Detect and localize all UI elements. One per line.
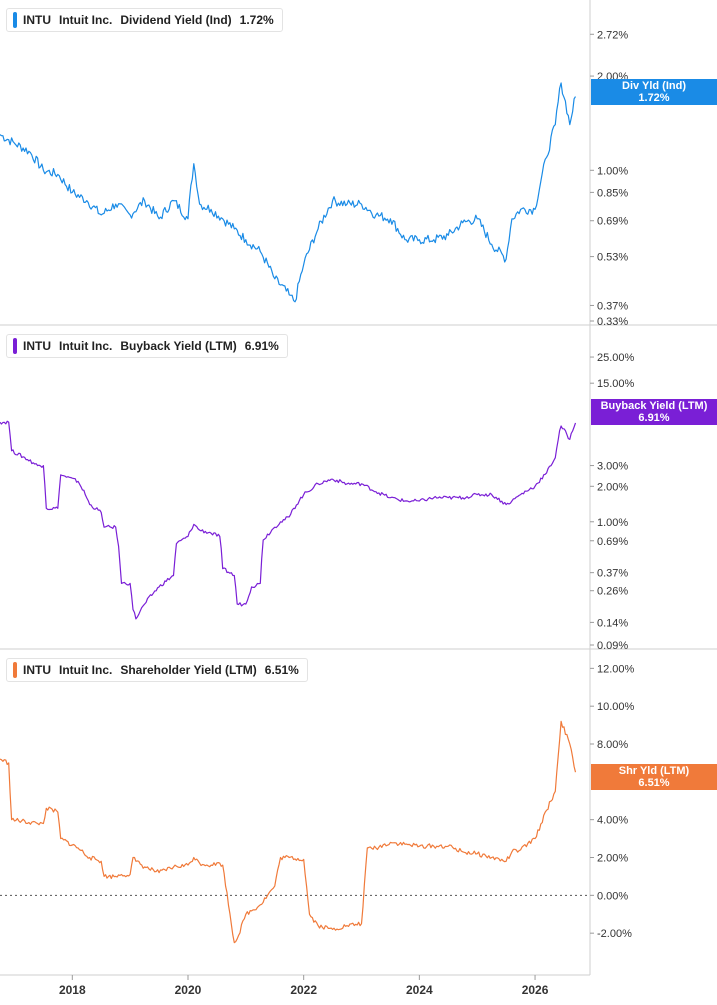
tag-label: Shr Yld (LTM) bbox=[618, 765, 690, 777]
tag-value: 1.72% bbox=[638, 92, 670, 104]
panel-frames bbox=[0, 0, 717, 975]
tag-value: 6.91% bbox=[638, 412, 670, 424]
legend-ticker: INTU bbox=[23, 13, 51, 27]
series-line-1 bbox=[0, 420, 577, 620]
y-tick-label: 4.00% bbox=[597, 815, 628, 827]
legend-dividend-yield[interactable]: INTU Intuit Inc. Dividend Yield (Ind) 1.… bbox=[6, 8, 283, 32]
y-tick-label: 0.37% bbox=[597, 300, 628, 312]
y-tick-label: 0.33% bbox=[597, 316, 628, 328]
axis-layer: 2.72% 2.00% 1.00% 0.85% 0.69% 0.53% 0.37% 0.33%… bbox=[0, 29, 635, 997]
legend-buyback-yield[interactable]: INTU Intuit Inc. Buyback Yield (LTM) 6.9… bbox=[6, 334, 288, 358]
series-line-2 bbox=[0, 720, 577, 944]
tag-label: Div Yld (Ind) bbox=[622, 80, 686, 92]
legend-metric: Buyback Yield (LTM) bbox=[120, 339, 237, 353]
y-tick-label: 3.00% bbox=[597, 461, 628, 473]
y-tick-label: 0.37% bbox=[597, 568, 628, 580]
legend-swatch-dividend bbox=[13, 12, 17, 28]
legend-value: 6.51% bbox=[264, 663, 299, 677]
x-tick-label: 2024 bbox=[406, 983, 433, 997]
y-tick-label: 0.09% bbox=[597, 640, 628, 652]
y-tick-label: 0.53% bbox=[597, 252, 628, 264]
last-value-tag-dividend: Div Yld (Ind) 1.72% bbox=[591, 79, 717, 105]
x-tick-label: 2020 bbox=[175, 983, 202, 997]
last-value-tag-shareholder: Shr Yld (LTM) 6.51% bbox=[591, 764, 717, 790]
y-tick-label: 1.00% bbox=[597, 517, 628, 529]
y-tick-label: 0.00% bbox=[597, 890, 628, 902]
y-tick-label: 15.00% bbox=[597, 378, 635, 390]
x-tick-label: 2022 bbox=[290, 983, 317, 997]
y-tick-label: 12.00% bbox=[597, 663, 635, 675]
y-tick-label: 0.69% bbox=[597, 536, 628, 548]
y-tick-label: 0.26% bbox=[597, 586, 628, 598]
last-value-tag-buyback: Buyback Yield (LTM) 6.91% bbox=[591, 399, 717, 425]
legend-ticker: INTU bbox=[23, 663, 51, 677]
legend-shareholder-yield[interactable]: INTU Intuit Inc. Shareholder Yield (LTM)… bbox=[6, 658, 308, 682]
y-tick-label: 2.72% bbox=[597, 29, 628, 41]
y-tick-label: 1.00% bbox=[597, 165, 628, 177]
y-tick-label: -2.00% bbox=[597, 928, 632, 940]
legend-swatch-shareholder bbox=[13, 662, 17, 678]
x-tick-label: 2026 bbox=[522, 983, 549, 997]
y-tick-label: 0.69% bbox=[597, 216, 628, 228]
legend-ticker: INTU bbox=[23, 339, 51, 353]
legend-swatch-buyback bbox=[13, 338, 17, 354]
y-tick-label: 10.00% bbox=[597, 701, 635, 713]
y-tick-label: 2.00% bbox=[597, 481, 628, 493]
x-tick-label: 2018 bbox=[59, 983, 86, 997]
tag-label: Buyback Yield (LTM) bbox=[600, 400, 708, 412]
legend-value: 6.91% bbox=[244, 339, 279, 353]
tag-value: 6.51% bbox=[638, 777, 670, 789]
legend-company: Intuit Inc. bbox=[59, 13, 113, 27]
legend-metric: Shareholder Yield (LTM) bbox=[120, 663, 257, 677]
y-tick-label: 0.14% bbox=[597, 617, 628, 629]
legend-company: Intuit Inc. bbox=[59, 663, 113, 677]
y-tick-label: 0.85% bbox=[597, 187, 628, 199]
legend-value: 1.72% bbox=[239, 13, 274, 27]
legend-company: Intuit Inc. bbox=[59, 339, 113, 353]
series-line-0 bbox=[0, 82, 577, 303]
y-tick-label: 2.00% bbox=[597, 853, 628, 865]
y-tick-label: 25.00% bbox=[597, 352, 635, 364]
legend-metric: Dividend Yield (Ind) bbox=[120, 13, 232, 27]
y-tick-label: 8.00% bbox=[597, 739, 628, 751]
series-layer bbox=[0, 82, 577, 944]
